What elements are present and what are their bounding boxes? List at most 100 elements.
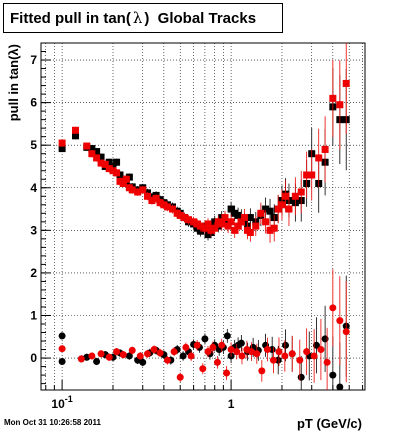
data-point-circle (227, 346, 235, 354)
lambda-symbol: λ (132, 9, 143, 27)
data-point-square (336, 101, 344, 109)
data-point-circle (282, 341, 290, 349)
data-point-square (71, 132, 79, 140)
data-point-circle (258, 367, 266, 375)
data-point-square (266, 226, 274, 234)
data-point-square (83, 142, 91, 150)
data-point-square (88, 150, 96, 158)
data-point-circle (312, 341, 320, 349)
data-point-square (139, 186, 147, 194)
data-point-square (266, 207, 274, 215)
data-point-circle (247, 348, 255, 356)
data-point-circle (281, 352, 289, 360)
data-point-circle (93, 357, 101, 365)
data-point-square (303, 171, 311, 179)
data-point-square (93, 148, 101, 156)
data-point-circle (163, 356, 171, 364)
x-tick-label: 10-1 (51, 394, 72, 411)
data-point-square (252, 222, 260, 230)
data-point-square (71, 126, 79, 134)
data-point-circle (263, 346, 271, 354)
data-point-square (246, 228, 254, 236)
y-tick-label: 3 (30, 223, 37, 237)
data-point-circle (193, 341, 201, 349)
y-tick-label: 2 (30, 266, 37, 280)
data-point-circle (209, 343, 217, 351)
y-tick-label: 4 (30, 181, 37, 195)
data-point-circle (204, 348, 212, 356)
data-point-square (291, 192, 299, 200)
marks-layer (58, 43, 350, 391)
data-point-circle (274, 356, 282, 364)
data-point-square (113, 169, 121, 177)
data-point-square (156, 199, 164, 207)
data-point-circle (136, 352, 144, 360)
data-point-square (315, 154, 323, 162)
data-point-square (109, 162, 117, 170)
data-point-square (190, 218, 198, 226)
tick-layer (41, 51, 364, 390)
chart-title: Fitted pull in tan( λ ) Global Tracks (3, 3, 283, 33)
chart-title-prefix: Fitted pull in tan( (10, 9, 131, 27)
data-point-square (168, 205, 176, 213)
grid-layer (41, 43, 365, 390)
data-point-square (308, 171, 316, 179)
data-point-circle (296, 356, 304, 364)
data-point-square (176, 211, 184, 219)
data-point-square (113, 158, 121, 166)
data-point-square (109, 167, 117, 175)
data-point-circle (88, 352, 96, 360)
y-tick-label: 7 (30, 53, 37, 67)
data-point-square (88, 145, 96, 153)
data-point-square (207, 226, 215, 234)
data-point-circle (233, 348, 241, 356)
data-point-circle (321, 335, 329, 343)
data-point-square (274, 205, 282, 213)
label-layer: 10-1 1 0 1 2 3 4 5 6 7 (30, 53, 234, 411)
data-point-square (128, 186, 136, 194)
data-point-circle (156, 349, 164, 357)
data-point-square (278, 201, 286, 209)
data-point-circle (119, 351, 127, 359)
data-point-square (134, 188, 142, 196)
data-point-square (237, 218, 245, 226)
data-point-circle (113, 348, 121, 356)
x-axis-title: pT (GeV/c) (297, 416, 362, 431)
data-point-circle (342, 328, 350, 336)
data-point-circle (182, 343, 190, 351)
data-point-circle (77, 355, 85, 363)
data-point-square (221, 214, 229, 222)
data-point-circle (58, 332, 66, 340)
data-point-square (342, 79, 350, 87)
data-point-circle (199, 365, 207, 373)
data-point-circle (238, 352, 246, 360)
data-point-square (262, 218, 270, 226)
data-point-square (163, 203, 171, 211)
chart-title-suffix: ) Global Tracks (144, 9, 257, 27)
data-point-square (211, 224, 219, 232)
data-point-square (329, 94, 337, 102)
y-tick-label: 5 (30, 138, 37, 152)
data-point-square (97, 153, 105, 161)
data-point-circle (317, 346, 325, 354)
footer-timestamp: Mon Oct 31 10:26:58 2011 (4, 418, 101, 427)
data-point-square (58, 139, 66, 147)
data-point-circle (179, 352, 187, 360)
data-point-square (143, 192, 151, 200)
plot-frame (40, 42, 366, 391)
data-point-circle (323, 358, 331, 366)
data-point-circle (329, 304, 337, 312)
data-point-square (97, 159, 105, 167)
data-point-square (122, 175, 130, 183)
data-point-square (227, 205, 235, 213)
data-point-circle (223, 332, 231, 340)
data-point-circle (201, 335, 209, 343)
data-point-circle (218, 341, 226, 349)
data-point-circle (105, 353, 113, 361)
data-point-circle (329, 371, 337, 379)
data-point-square (246, 214, 254, 222)
data-point-circle (170, 348, 178, 356)
data-point-square (105, 165, 113, 173)
data-point-square (93, 154, 101, 162)
data-point-square (231, 226, 239, 234)
